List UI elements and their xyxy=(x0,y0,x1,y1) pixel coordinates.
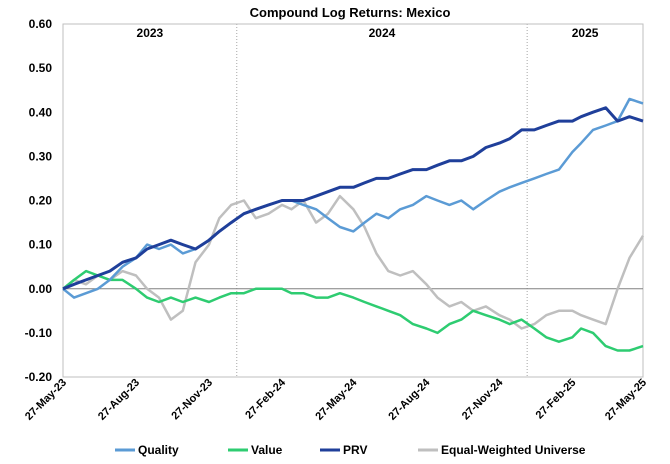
series-line-prv xyxy=(62,106,644,291)
x-tick-label: 27-Aug-24 xyxy=(386,376,433,423)
y-tick-label: 0.30 xyxy=(29,149,53,163)
series-line-value xyxy=(62,269,644,352)
x-axis: 27-May-23 27-Aug-23 27-Nov-23 27-Feb-24 27-M… xyxy=(23,376,649,423)
legend-label: PRV xyxy=(343,443,367,457)
legend-label: Quality xyxy=(138,443,179,457)
x-tick-label: 27-Feb-25 xyxy=(534,377,579,422)
plot-frame xyxy=(62,23,644,378)
x-tick-label: 27-Nov-23 xyxy=(169,377,215,423)
x-tick-label: 27-Feb-24 xyxy=(243,376,288,421)
plot-lines xyxy=(62,97,645,352)
y-tick-label: -0.20 xyxy=(25,370,53,384)
year-label: 2024 xyxy=(369,26,396,40)
y-axis: 0.60 0.50 0.40 0.30 0.20 0.10 0.00 -0.10 -0.20 xyxy=(25,17,644,384)
y-tick-label: 0.40 xyxy=(29,105,53,119)
legend-label: Value xyxy=(251,443,283,457)
y-tick-label: 0.50 xyxy=(29,61,53,75)
year-label: 2025 xyxy=(572,26,599,40)
series-line-equal-weighted-universe xyxy=(62,194,645,330)
chart-title: Compound Log Returns: Mexico xyxy=(250,5,451,20)
y-tick-label: 0.10 xyxy=(29,238,53,252)
legend: Quality Value PRV Equal-Weighted Universe xyxy=(115,443,586,457)
x-tick-label: 27-May-24 xyxy=(313,376,360,423)
x-tick-label: 27-Nov-24 xyxy=(460,376,506,422)
y-tick-label: 0.60 xyxy=(29,17,53,31)
x-tick-label: 27-May-25 xyxy=(603,377,649,423)
y-tick-label: -0.10 xyxy=(25,326,53,340)
legend-label: Equal-Weighted Universe xyxy=(441,443,586,457)
year-label: 2023 xyxy=(137,26,164,40)
y-tick-label: 0.20 xyxy=(29,194,53,208)
x-tick-label: 27-Aug-23 xyxy=(96,377,142,423)
series-line-quality xyxy=(62,97,644,299)
year-bands: 2023 2024 2025 xyxy=(137,24,599,377)
y-tick-label: 0.00 xyxy=(29,282,53,296)
